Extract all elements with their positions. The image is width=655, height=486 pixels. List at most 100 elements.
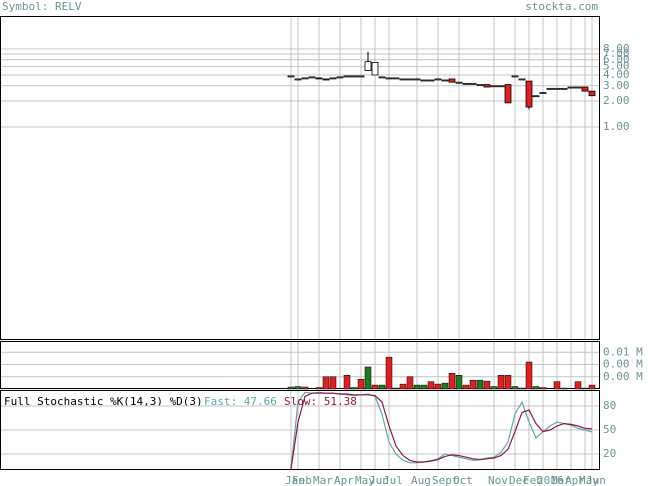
y-tick-label: 1.00 xyxy=(603,120,630,133)
x-tick-label: Mar xyxy=(313,474,333,486)
volume-bar xyxy=(385,356,393,390)
candle-body xyxy=(581,86,589,92)
candle-body xyxy=(490,85,498,88)
volume-bar xyxy=(420,384,428,390)
symbol: Symbol: RELV xyxy=(2,0,82,13)
x-tick-label: Dec xyxy=(509,474,529,486)
candle-body xyxy=(301,77,309,80)
candle-body xyxy=(574,86,582,89)
volume-bar xyxy=(483,380,491,390)
candle-body xyxy=(546,87,554,90)
volume-bar xyxy=(322,376,330,390)
y-tick-label: 20 xyxy=(603,447,616,460)
panel-border xyxy=(0,390,600,470)
x-tick-label: Jun xyxy=(586,474,606,486)
volume-bar xyxy=(406,376,414,390)
y-tick-label: 2.00 xyxy=(603,94,630,107)
candle-body xyxy=(455,81,463,84)
candle-body xyxy=(560,87,568,90)
volume-bar xyxy=(511,386,519,390)
candle-body xyxy=(553,87,561,90)
volume-bar xyxy=(532,386,540,390)
x-tick-label: Sept xyxy=(432,474,459,486)
stoch-line xyxy=(290,392,593,470)
volume-bar xyxy=(539,387,547,390)
volume-bar xyxy=(448,373,456,390)
x-tick-label: Aug xyxy=(411,474,431,486)
volume-bar xyxy=(462,384,470,390)
volume-bar xyxy=(287,386,295,390)
y-tick-label: 0.00 M xyxy=(603,370,643,383)
candle-body xyxy=(511,75,519,78)
x-tick-label: Oct xyxy=(453,474,473,486)
candle-body xyxy=(287,75,295,78)
candle-body xyxy=(427,79,435,82)
y-tick-label: 8.00 xyxy=(603,42,630,55)
volume-bar xyxy=(329,376,337,390)
candle-body xyxy=(322,78,330,81)
candle-body xyxy=(532,95,540,98)
volume-bar xyxy=(364,366,372,390)
candle-body xyxy=(294,78,302,81)
volume-bar xyxy=(455,375,463,390)
candle-body xyxy=(448,78,456,83)
volume-bar xyxy=(392,387,400,390)
candle-body xyxy=(308,76,316,79)
candle-body xyxy=(434,78,442,81)
volume-bar xyxy=(581,387,589,390)
y-tick-label: 5.00 xyxy=(603,60,630,73)
panel-border xyxy=(0,16,600,340)
x-tick-label: Jan xyxy=(285,474,305,486)
volume-bar xyxy=(518,387,526,390)
candle-body xyxy=(497,85,505,88)
candle-body xyxy=(350,75,358,78)
x-tick-label: Apr xyxy=(565,474,585,486)
volume-bar xyxy=(560,387,568,390)
volume-bar xyxy=(378,384,386,390)
candle-body xyxy=(357,75,365,78)
x-tick-label: Jun xyxy=(369,474,389,486)
volume-bar xyxy=(350,387,358,390)
volume-bar xyxy=(301,386,309,390)
x-tick-label: Apr xyxy=(334,474,354,486)
volume-bar xyxy=(315,387,323,390)
x-tick-label: May xyxy=(579,474,599,486)
y-tick-label: 7.00 xyxy=(603,47,630,60)
candle-body xyxy=(567,86,575,89)
y-tick-label: 3.00 xyxy=(603,79,630,92)
candle-body xyxy=(441,79,449,82)
x-tick-label: Mar xyxy=(551,474,571,486)
candle-body xyxy=(469,82,477,85)
candle-body xyxy=(462,82,470,85)
volume-bar xyxy=(497,375,505,390)
x-tick-label: Jul xyxy=(383,474,403,486)
y-tick-label: 0.01 M xyxy=(603,345,643,358)
candle-body xyxy=(539,92,547,95)
candle-body xyxy=(399,78,407,81)
candle-body xyxy=(343,75,351,78)
candle-body xyxy=(378,76,386,79)
volume-bar xyxy=(476,379,484,390)
stoch-title: Full Stochastic %K(14,3) %D(3) xyxy=(4,395,203,408)
volume-bar xyxy=(294,386,302,390)
legend-entry: Fast: 47.66 xyxy=(204,395,277,408)
candle-body xyxy=(420,79,428,82)
x-tick-label: May xyxy=(355,474,375,486)
candle-body xyxy=(518,78,526,81)
volume-bar xyxy=(469,379,477,390)
x-tick-label: Feb xyxy=(523,474,543,486)
volume-bar xyxy=(588,384,596,390)
volume-bar xyxy=(413,384,421,390)
candle-body xyxy=(385,77,393,80)
volume-bar xyxy=(427,381,435,390)
y-tick-label: 50 xyxy=(603,423,616,436)
candle-body xyxy=(413,78,421,81)
volume-bar xyxy=(441,382,449,390)
volume-bar xyxy=(357,378,365,390)
candle-body xyxy=(588,90,596,97)
candle-body xyxy=(504,84,512,104)
volume-bar xyxy=(490,386,498,390)
volume-bar xyxy=(504,375,512,390)
candle-body xyxy=(476,84,484,86)
